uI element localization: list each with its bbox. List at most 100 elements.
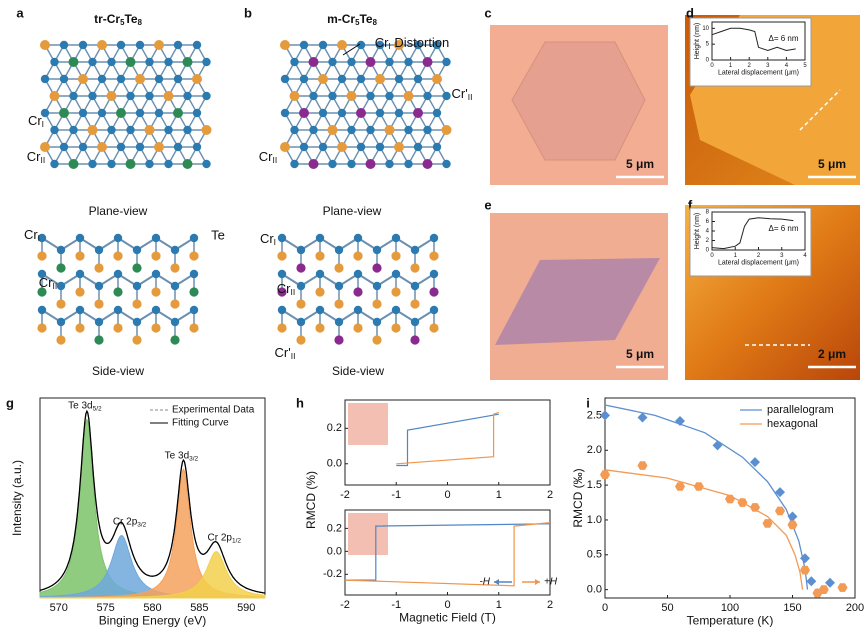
te-atom <box>410 317 420 327</box>
cr-atom <box>94 299 104 309</box>
cr-atom <box>40 40 50 50</box>
caption: Side-view <box>332 364 384 378</box>
te-atom <box>183 91 192 101</box>
te-atom <box>337 108 347 118</box>
cr-atom <box>56 263 66 273</box>
profile-line <box>711 27 796 52</box>
x-axis-label: Binging Energy (eV) <box>99 613 206 627</box>
cr-atom <box>337 142 347 152</box>
te-atom <box>391 233 401 243</box>
te-atom <box>423 91 432 101</box>
x-tick-label: 580 <box>143 602 161 614</box>
legend-label: parallelogram <box>767 404 834 416</box>
cr-atom <box>78 74 88 84</box>
panel-label: i <box>586 395 590 410</box>
cr-atom <box>372 263 382 273</box>
hysteresis-line <box>344 522 551 587</box>
x-tick-label: -1 <box>391 489 401 501</box>
atom-label: CrI <box>24 227 40 243</box>
subscript: 3/2 <box>189 455 198 462</box>
peak-label: Cr 2p1/2 <box>208 532 242 544</box>
cr-atom <box>391 287 401 297</box>
te-atom <box>432 40 442 50</box>
cr-atom <box>299 108 309 118</box>
cr-atom <box>154 142 164 152</box>
subscript: 8 <box>373 18 378 27</box>
te-atom <box>37 269 47 279</box>
cr-atom <box>372 299 382 309</box>
te-atom <box>391 269 401 279</box>
te-atom <box>404 57 413 67</box>
te-atom <box>97 74 107 84</box>
data-point <box>806 576 817 587</box>
cr-atom <box>315 323 325 333</box>
subscript: I <box>388 41 390 51</box>
panel-label: e <box>484 197 491 212</box>
peak-area <box>39 418 266 599</box>
cr-atom <box>173 108 183 118</box>
te-atom <box>296 245 306 255</box>
x-tick-label: 585 <box>190 602 208 614</box>
te-atom <box>88 57 97 67</box>
data-point <box>825 577 835 588</box>
data-point <box>787 520 798 530</box>
x-tick-label: 150 <box>783 602 801 614</box>
te-atom <box>164 159 173 169</box>
atom-label: CrI <box>28 113 44 129</box>
y-axis-label: RMCD (%) <box>304 471 318 529</box>
legend-label: hexagonal <box>767 418 818 430</box>
cr-atom <box>49 91 60 101</box>
te-atom <box>94 317 104 327</box>
cr-atom <box>429 323 439 333</box>
data-point <box>725 494 735 504</box>
te-atom <box>375 40 385 50</box>
te-atom <box>315 269 325 279</box>
cr-atom <box>280 40 290 50</box>
x-tick-label: 100 <box>721 602 739 614</box>
cr-atom <box>308 159 319 169</box>
te-atom <box>183 125 192 135</box>
cr-atom <box>56 335 66 345</box>
peak-area <box>39 551 266 599</box>
x-tick-label: 570 <box>50 602 68 614</box>
y-tick-label: 0 <box>706 58 710 64</box>
fit-curve <box>604 469 804 590</box>
te-atom <box>413 142 423 152</box>
te-atom <box>173 74 183 84</box>
x-tick-label: 1 <box>729 63 733 69</box>
te-atom <box>347 125 356 135</box>
cr-atom <box>37 287 47 297</box>
cr-atom <box>403 91 414 101</box>
y-tick-label: 0.0 <box>327 458 342 470</box>
te-atom <box>202 57 211 67</box>
y-tick-label: 4 <box>706 229 710 235</box>
te-atom <box>107 57 116 67</box>
te-atom <box>356 142 366 152</box>
atom-label: CrI <box>260 231 276 247</box>
y-tick-label: 0.0 <box>587 584 602 596</box>
y-tick-label: 2 <box>706 238 710 244</box>
te-atom <box>429 305 439 315</box>
te-atom <box>299 74 309 84</box>
x-tick-label: 5 <box>803 63 807 69</box>
te-atom <box>353 233 363 243</box>
cr-atom <box>432 74 442 84</box>
subscript: II <box>273 155 278 165</box>
te-atom <box>75 269 85 279</box>
te-atom <box>75 233 85 243</box>
x-tick-label: 2 <box>757 253 761 259</box>
scale-label: 2 μm <box>818 347 846 361</box>
data-point <box>775 487 785 498</box>
te-atom <box>318 108 328 118</box>
arrow <box>342 43 361 56</box>
cr-atom <box>113 251 123 261</box>
cr-atom <box>37 251 47 261</box>
te-atom <box>432 108 442 118</box>
x-tick-label: 4 <box>803 253 807 259</box>
cr-atom <box>182 159 193 169</box>
te-atom <box>132 317 142 327</box>
cr-atom <box>125 159 136 169</box>
cr-atom <box>151 323 161 333</box>
te-atom <box>356 40 366 50</box>
data-point <box>637 412 648 423</box>
